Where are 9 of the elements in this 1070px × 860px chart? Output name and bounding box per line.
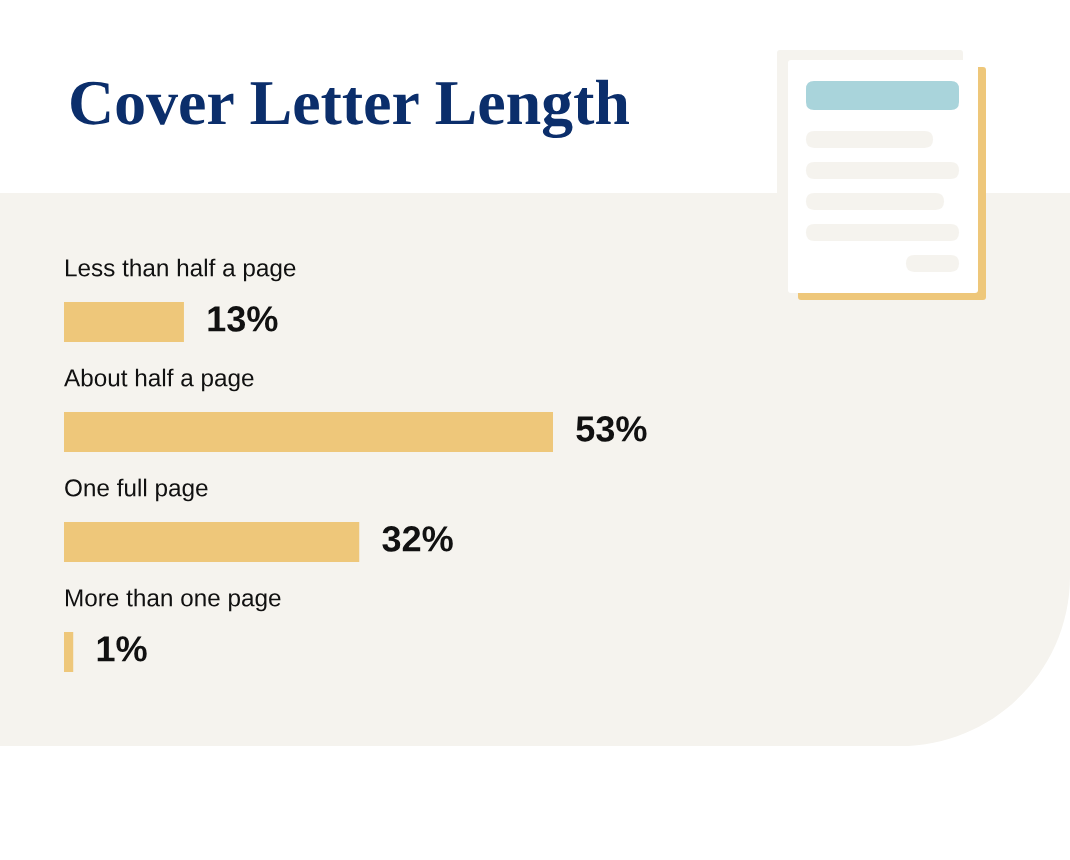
data-label: 1%	[97, 636, 147, 662]
data-label: 13%	[208, 306, 278, 332]
y-tick-label: About half a page	[64, 368, 254, 392]
y-tick-label: More than one page	[65, 588, 281, 612]
y-tick-label: Less than half a page	[65, 258, 296, 282]
data-label: 53%	[576, 416, 647, 442]
chart-title: Cover Letter Length	[71, 79, 629, 139]
y-tick-label: One full page	[65, 478, 208, 502]
data-label: 32%	[382, 526, 453, 552]
